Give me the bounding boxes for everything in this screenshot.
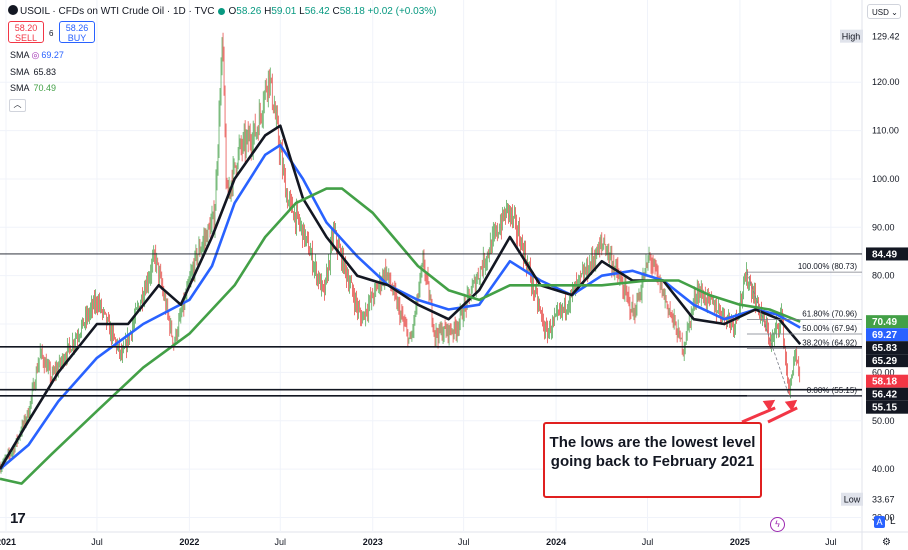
sma-line-2 [0, 124, 802, 470]
price-axis-label: 70.49 [872, 317, 897, 328]
currency-selector[interactable]: USD ⌄ [867, 4, 901, 19]
sell-button[interactable]: 58.20 SELL [8, 21, 44, 43]
price-axis-label-bg [866, 354, 908, 368]
sell-label: SELL [14, 33, 38, 43]
price-axis-label-bg [866, 315, 908, 329]
market-status-icon [218, 7, 226, 15]
symbol-title: USOIL · CFDs on WTI Crude Oil · 1D · TVC [20, 6, 215, 17]
open-value: 58.26 [236, 6, 262, 17]
fib-trend-line [746, 272, 790, 396]
sma-2-name: SMA [10, 67, 30, 77]
fib-level-label: 100.00% (80.73) [798, 262, 857, 271]
sell-price: 58.20 [14, 23, 38, 33]
high-value: 129.42 [872, 32, 900, 42]
price-axis-label: 65.29 [872, 356, 897, 367]
high-label-bg [840, 29, 863, 43]
price-axis-label: 69.27 [872, 330, 897, 341]
close-value: 58.18 [339, 6, 365, 17]
sma-3-value: 70.49 [33, 83, 57, 93]
low-label-bg [841, 492, 863, 506]
auto-scale-button[interactable]: A [874, 516, 885, 528]
tradingview-logo: 17 [10, 510, 26, 527]
sma-1-value: 69.27 [41, 50, 64, 60]
spread-value: 6 [49, 29, 54, 38]
x-tick-label: Jul [91, 537, 103, 547]
symbol-header[interactable]: USOIL · CFDs on WTI Crude Oil · 1D · TVC… [8, 5, 436, 17]
price-axis-label-bg [866, 247, 908, 261]
fib-level-label: 50.00% (67.94) [802, 324, 857, 333]
arrow-head [784, 399, 798, 412]
y-tick-label: 120.00 [872, 77, 900, 87]
chevron-down-icon: ⌄ [891, 8, 898, 17]
change-value: +0.02 (+0.03%) [367, 6, 437, 17]
price-axis-label: 55.15 [872, 403, 897, 414]
open-label: O [228, 6, 237, 17]
y-tick-label: 80.00 [872, 271, 895, 281]
sma-legend-3[interactable]: SMA 70.49 [10, 83, 56, 93]
fib-level-label: 61.80% (70.96) [802, 309, 857, 318]
fib-level-label: 38.20% (64.92) [802, 339, 857, 348]
x-tick-label: 2022 [179, 537, 199, 547]
price-axis-label-bg [866, 387, 908, 401]
low-value: 56.42 [304, 6, 330, 17]
sma-1-settings-icon[interactable]: ◎ [31, 50, 40, 60]
sma-1-name: SMA [10, 50, 30, 60]
sma-3-name: SMA [10, 83, 30, 93]
high-label: H [264, 6, 272, 17]
price-axis-label: 58.18 [872, 377, 897, 388]
oil-icon [8, 5, 18, 15]
x-tick-label: 2023 [363, 537, 383, 547]
fib-level-label: 0.00% (55.15) [807, 386, 858, 395]
sma-line-3 [0, 187, 801, 485]
x-tick-label: Jul [275, 537, 287, 547]
x-tick-label: Jul [825, 537, 837, 547]
sma-legend-1[interactable]: SMA ◎ 69.27 [10, 50, 64, 61]
x-tick-label: 2021 [0, 537, 16, 547]
sma-2-value: 65.83 [33, 67, 57, 77]
buy-button[interactable]: 58.26 BUY [59, 21, 95, 43]
x-tick-label: Jul [642, 537, 654, 547]
annotation-arrows [741, 399, 798, 424]
close-label: C [332, 6, 340, 17]
high-label: High [842, 32, 861, 42]
y-tick-label: 90.00 [872, 222, 895, 232]
x-tick-label: 2024 [546, 537, 566, 547]
log-scale-button[interactable]: L [890, 516, 896, 527]
y-tick-label: 110.00 [872, 126, 899, 136]
y-tick-label: 50.00 [872, 416, 895, 426]
collapse-legend-icon[interactable]: ︿ [9, 99, 26, 112]
settings-gear-icon[interactable]: ⚙ [882, 537, 891, 548]
buy-price: 58.26 [65, 23, 89, 33]
price-axis-label-bg [866, 328, 908, 342]
currency-label: USD [872, 8, 889, 17]
sma-line-1 [0, 143, 801, 471]
low-label: L [299, 6, 305, 17]
price-axis-label: 56.42 [872, 390, 897, 401]
sma-legend-2[interactable]: SMA 65.83 [10, 67, 56, 77]
price-axis-label-bg [866, 400, 908, 414]
low-label: Low [844, 495, 861, 505]
fibonacci-retracement: 100.00% (80.73) 61.80% (70.96) 50.00% (67.… [746, 262, 862, 397]
y-tick-label: 60.00 [872, 367, 895, 377]
y-tick-label: 100.00 [872, 174, 900, 184]
price-axis-label: 65.83 [872, 343, 897, 354]
low-value: 33.67 [872, 495, 895, 505]
buy-label: BUY [67, 33, 87, 43]
annotation-callout: The lows are the lowest level going back… [543, 422, 762, 498]
price-axis-label-bg [866, 341, 908, 355]
y-tick-label: 40.00 [872, 464, 895, 474]
x-tick-label: Jul [458, 537, 470, 547]
price-axis-label: 84.49 [872, 249, 897, 260]
x-tick-label: 2025 [730, 537, 750, 547]
arrow-head [762, 399, 776, 411]
price-axis-label-bg [866, 374, 908, 388]
high-value: 59.01 [271, 6, 297, 17]
lightning-icon[interactable]: ϟ [770, 517, 785, 532]
